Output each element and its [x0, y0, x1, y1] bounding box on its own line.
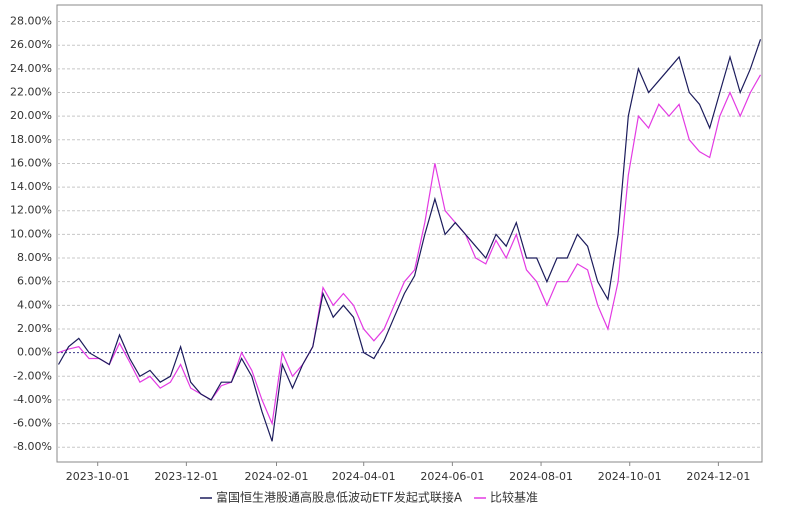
y-tick-label: 10.00%: [10, 227, 52, 240]
y-tick-label: 0.00%: [17, 346, 52, 359]
y-tick-label: 24.00%: [10, 62, 52, 75]
plot-frame: [56, 4, 763, 463]
x-tick-label: 2024-04-01: [332, 470, 396, 483]
y-tick-label: 4.00%: [17, 298, 52, 311]
x-tick-label: 2024-06-01: [420, 470, 484, 483]
series-line: [58, 74, 762, 426]
y-tick-label: -6.00%: [13, 417, 52, 430]
y-tick-label: 8.00%: [17, 251, 52, 264]
y-tick-label: 6.00%: [17, 275, 52, 288]
y-tick-label: -4.00%: [13, 393, 52, 406]
y-tick-label: 28.00%: [10, 15, 52, 28]
y-tick-label: 2.00%: [17, 322, 52, 335]
x-tick-label: 2023-10-01: [66, 470, 130, 483]
y-tick-label: -8.00%: [13, 440, 52, 453]
legend-label: 比较基准: [490, 490, 538, 505]
y-tick-label: 16.00%: [10, 156, 52, 169]
x-tick-label: 2024-02-01: [245, 470, 309, 483]
y-tick-label: 22.00%: [10, 85, 52, 98]
x-tick-label: 2024-08-01: [509, 470, 573, 483]
x-tick-label: 2023-12-01: [154, 470, 218, 483]
legend-label: 富国恒生港股通高股息低波动ETF发起式联接A: [216, 490, 463, 505]
series-line: [57, 39, 762, 442]
y-tick-label: -2.00%: [13, 369, 52, 382]
y-tick-label: 14.00%: [10, 180, 52, 193]
y-tick-label: 18.00%: [10, 133, 52, 146]
y-tick-label: 20.00%: [10, 109, 52, 122]
x-tick-label: 2024-12-01: [686, 470, 750, 483]
x-tick-label: 2024-10-01: [598, 470, 662, 483]
y-tick-label: 12.00%: [10, 204, 52, 217]
y-tick-label: 26.00%: [10, 38, 52, 51]
